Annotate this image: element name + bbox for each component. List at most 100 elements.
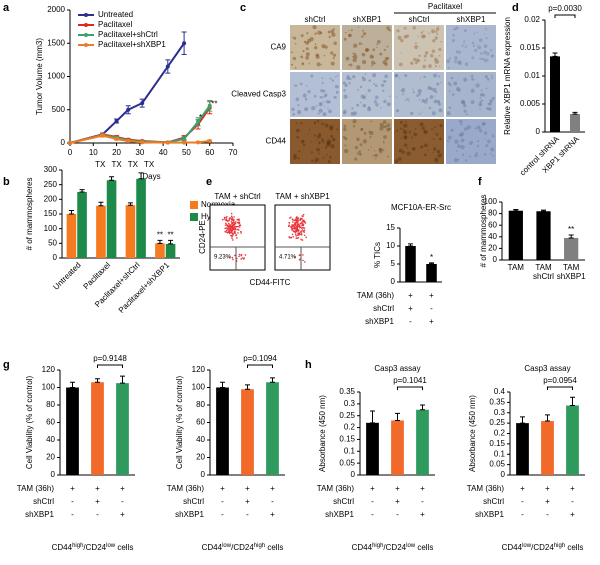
- stain-speckle: [343, 127, 347, 132]
- event-dot: [233, 224, 236, 226]
- stain-speckle: [436, 61, 439, 64]
- stain-speckle: [358, 150, 362, 154]
- legend-swatch: [190, 201, 198, 209]
- condition-label: shCtrl: [183, 497, 204, 506]
- stain-speckle: [331, 32, 336, 37]
- stain-speckle: [431, 128, 433, 131]
- y-tick-label: 100: [484, 197, 498, 206]
- stain-speckle: [476, 31, 479, 33]
- stain-speckle: [354, 157, 358, 161]
- stain-speckle: [458, 119, 463, 124]
- stain-speckle: [455, 86, 460, 91]
- stain-speckle: [336, 128, 339, 131]
- error-bar: [109, 176, 115, 181]
- y-tick-label: 250: [44, 180, 58, 189]
- condition-mark: +: [245, 484, 250, 493]
- stain-speckle: [324, 123, 329, 128]
- condition-mark: -: [246, 510, 249, 519]
- stain-speckle: [372, 154, 375, 157]
- gate-percent: 4.71%: [279, 255, 297, 261]
- bar: [564, 237, 579, 260]
- y-tick-label: 0.35: [489, 397, 505, 406]
- event-dot: [240, 232, 242, 234]
- condition-mark: -: [371, 497, 374, 506]
- stain-speckle: [352, 125, 356, 128]
- stain-speckle: [438, 54, 441, 57]
- footnote-part: CD44: [52, 543, 73, 552]
- stain-speckle: [300, 34, 304, 38]
- event-dot: [301, 239, 304, 241]
- stain-speckle: [490, 147, 495, 152]
- stain-speckle: [358, 152, 362, 156]
- event-dot: [294, 230, 296, 233]
- x-tick-label: 50: [182, 148, 191, 157]
- event-dot: [294, 223, 297, 226]
- stain-speckle: [382, 120, 387, 124]
- condition-mark: +: [245, 497, 250, 506]
- stain-speckle: [386, 123, 391, 128]
- stain-speckle: [427, 85, 432, 90]
- condition-mark: +: [408, 304, 413, 313]
- event-dot: [228, 256, 231, 259]
- stain-speckle: [488, 103, 490, 105]
- legend-label: Paclitaxel: [98, 20, 132, 29]
- condition-mark: -: [546, 510, 549, 519]
- stain-speckle: [302, 140, 305, 143]
- data-point: [207, 103, 212, 108]
- y-tick-label: 2000: [47, 5, 65, 14]
- event-dot: [227, 222, 230, 225]
- stain-speckle: [343, 124, 347, 128]
- stain-speckle: [300, 122, 303, 125]
- stain-speckle: [388, 28, 391, 32]
- event-dot: [301, 220, 304, 223]
- footnote-part: low: [522, 543, 532, 549]
- stain-speckle: [439, 137, 442, 141]
- error-bar: [408, 243, 413, 247]
- stain-speckle: [328, 109, 332, 114]
- stain-speckle: [484, 138, 486, 140]
- stain-speckle: [478, 128, 483, 133]
- event-dot: [233, 222, 236, 224]
- stain-speckle: [327, 30, 331, 34]
- stain-speckle: [311, 105, 316, 111]
- stain-speckle: [344, 31, 347, 34]
- event-dot: [235, 228, 237, 231]
- stain-speckle: [358, 42, 362, 46]
- stain-speckle: [480, 131, 482, 133]
- stain-speckle: [301, 62, 304, 65]
- y-tick-label: 0.25: [489, 418, 505, 427]
- stain-speckle: [454, 56, 458, 60]
- stain-speckle: [463, 109, 467, 113]
- event-dot: [288, 224, 290, 227]
- error-bar: [168, 239, 174, 245]
- event-dot: [224, 222, 227, 224]
- stain-speckle: [305, 56, 309, 60]
- stain-speckle: [383, 48, 386, 52]
- stain-speckle: [489, 152, 492, 155]
- bar: [91, 382, 104, 475]
- significance: **: [167, 231, 173, 240]
- stain-speckle: [386, 102, 391, 107]
- condition-label: TAM (36h): [357, 291, 395, 300]
- event-dot: [232, 258, 234, 261]
- y-tick-label: 80: [488, 209, 497, 218]
- condition-mark: +: [520, 484, 525, 493]
- stain-speckle: [463, 42, 465, 45]
- stain-speckle: [307, 90, 311, 94]
- stain-speckle: [451, 39, 456, 43]
- stain-speckle: [464, 46, 467, 49]
- bar: [391, 420, 404, 475]
- event-dot: [232, 239, 234, 241]
- stain-speckle: [434, 65, 438, 68]
- stain-speckle: [290, 63, 294, 66]
- condition-label: shCtrl: [333, 497, 354, 506]
- footnote: CD44low/CD24high cells: [202, 543, 284, 553]
- stain-speckle: [490, 74, 493, 77]
- stain-speckle: [483, 131, 488, 135]
- stain-speckle: [325, 100, 330, 104]
- stain-speckle: [410, 136, 413, 139]
- stain-speckle: [386, 155, 389, 158]
- event-dot: [223, 218, 226, 220]
- stain-speckle: [436, 33, 439, 36]
- condition-mark: -: [221, 510, 224, 519]
